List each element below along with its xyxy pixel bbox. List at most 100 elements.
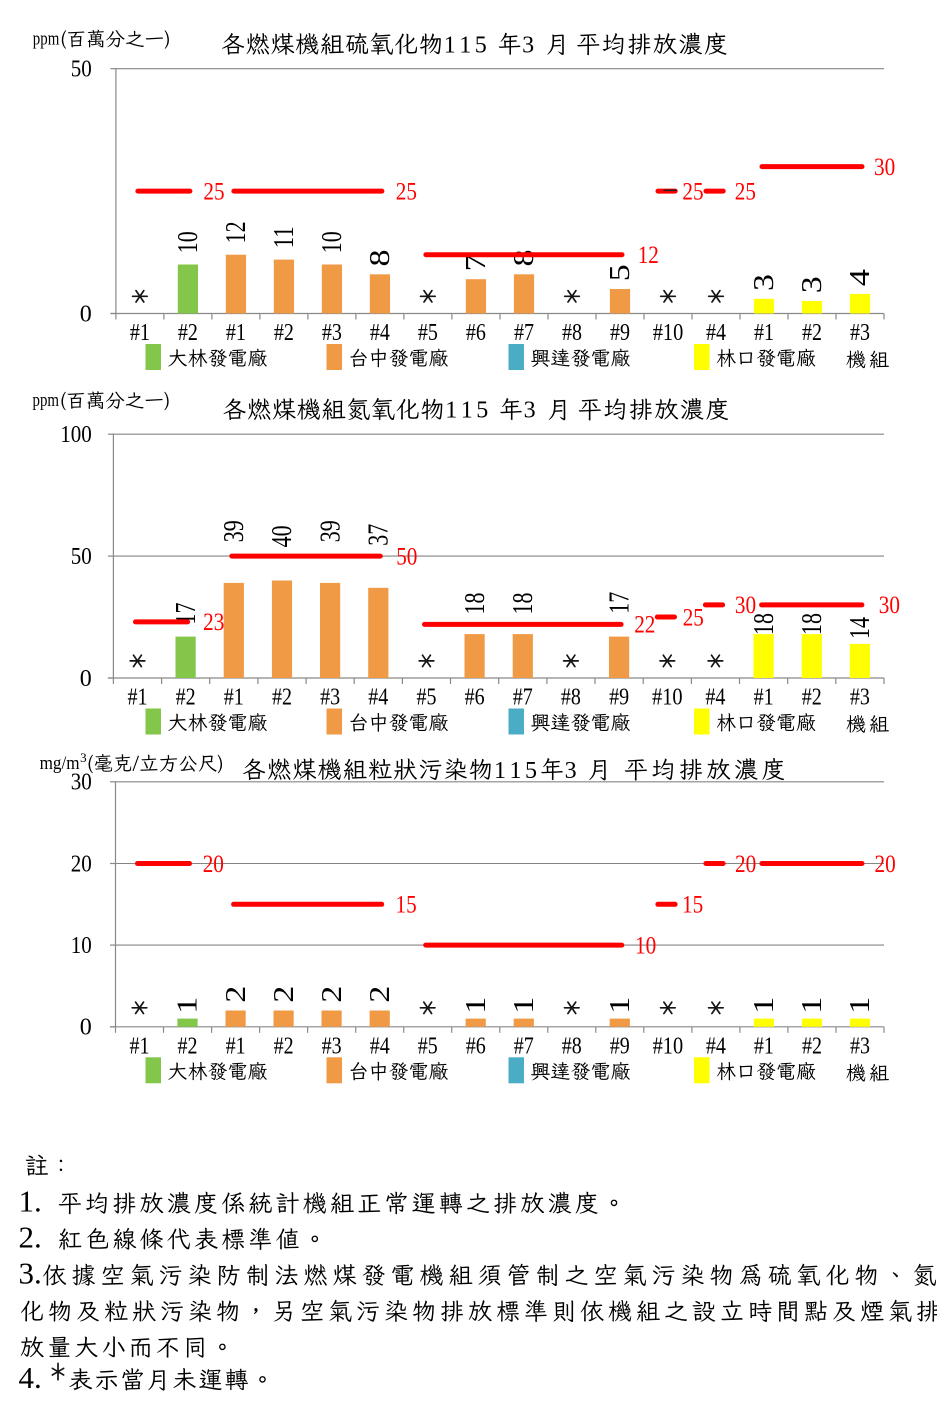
svg-text:1: 1	[444, 32, 456, 58]
svg-text:#2: #2	[272, 685, 292, 711]
svg-text:#8: #8	[561, 685, 581, 711]
svg-text:#1: #1	[754, 1033, 774, 1059]
svg-text:39: 39	[314, 520, 346, 542]
svg-text:#2: #2	[178, 320, 198, 346]
svg-text:50: 50	[71, 544, 92, 570]
svg-text:#6: #6	[466, 320, 486, 346]
svg-text:1: 1	[494, 758, 506, 784]
svg-text:37: 37	[363, 524, 395, 546]
svg-text:#1: #1	[226, 320, 246, 346]
svg-text:#9: #9	[610, 320, 630, 346]
svg-text:100: 100	[60, 422, 92, 448]
svg-text:25: 25	[735, 178, 756, 205]
svg-text:1: 1	[510, 758, 522, 784]
svg-text:#6: #6	[465, 685, 485, 711]
svg-text:18: 18	[796, 613, 828, 635]
svg-text:11: 11	[268, 226, 300, 248]
svg-text:3: 3	[80, 750, 87, 765]
svg-text:10: 10	[316, 231, 348, 253]
svg-text:1: 1	[459, 32, 471, 58]
svg-text:1: 1	[460, 997, 492, 1014]
svg-text:#4: #4	[368, 685, 388, 711]
svg-text:1: 1	[748, 997, 780, 1014]
svg-text:25: 25	[203, 178, 224, 205]
svg-text:20: 20	[71, 851, 92, 877]
svg-text:18: 18	[459, 593, 491, 615]
svg-text:#2: #2	[802, 1033, 822, 1059]
svg-text:3: 3	[748, 274, 780, 291]
svg-text:50: 50	[396, 543, 417, 570]
svg-text:12: 12	[638, 242, 659, 269]
svg-text:20: 20	[203, 851, 224, 878]
svg-text:23: 23	[203, 609, 224, 636]
svg-text:30: 30	[71, 770, 92, 796]
svg-text:1.: 1.	[19, 1184, 42, 1219]
svg-text:1: 1	[844, 997, 876, 1014]
svg-text:39: 39	[218, 520, 250, 542]
svg-text:1: 1	[461, 398, 473, 424]
svg-text:#7: #7	[514, 1033, 534, 1059]
svg-text:3: 3	[565, 758, 577, 784]
svg-text:2: 2	[364, 986, 396, 1003]
svg-text:#2: #2	[176, 685, 196, 711]
svg-text:#8: #8	[562, 320, 582, 346]
svg-text:#1: #1	[754, 685, 774, 711]
svg-text:#4: #4	[706, 1033, 726, 1059]
svg-text:12: 12	[220, 221, 252, 243]
svg-text:#1: #1	[128, 685, 148, 711]
svg-text:1: 1	[508, 997, 540, 1014]
svg-text:5: 5	[525, 758, 537, 784]
svg-text:ppm: ppm	[33, 390, 60, 411]
svg-text:#4: #4	[370, 1033, 390, 1059]
svg-text:#3: #3	[850, 320, 870, 346]
svg-text:#1: #1	[130, 1033, 150, 1059]
svg-text:#1: #1	[226, 1033, 246, 1059]
svg-text:#9: #9	[609, 685, 629, 711]
svg-text:25: 25	[396, 178, 417, 205]
svg-text:#3: #3	[850, 1033, 870, 1059]
svg-text:25: 25	[682, 178, 703, 205]
svg-text:2.: 2.	[19, 1220, 42, 1255]
svg-text:0: 0	[80, 1015, 92, 1041]
svg-text:mg/m: mg/m	[40, 753, 80, 774]
svg-text:#2: #2	[802, 685, 822, 711]
svg-text:22: 22	[634, 612, 655, 639]
svg-text:0: 0	[80, 301, 92, 327]
svg-text:3: 3	[522, 32, 534, 58]
svg-text:#10: #10	[652, 685, 683, 711]
svg-text:8: 8	[364, 250, 396, 267]
svg-text:14: 14	[844, 617, 876, 639]
svg-text:#1: #1	[754, 320, 774, 346]
svg-text:17: 17	[603, 592, 635, 614]
svg-text:#10: #10	[653, 1033, 684, 1059]
svg-text:#2: #2	[178, 1033, 198, 1059]
svg-text:0: 0	[80, 666, 92, 692]
svg-text:20: 20	[735, 851, 756, 878]
svg-text:18: 18	[507, 593, 539, 615]
svg-text:30: 30	[735, 592, 756, 619]
svg-text:30: 30	[874, 154, 895, 181]
svg-text:5: 5	[604, 264, 636, 281]
svg-text:5: 5	[475, 32, 487, 58]
svg-text:#3: #3	[322, 320, 342, 346]
svg-text:20: 20	[875, 851, 896, 878]
svg-text:8: 8	[508, 250, 540, 267]
svg-text:15: 15	[682, 892, 703, 919]
svg-text:#4: #4	[706, 320, 726, 346]
svg-text:4.: 4.	[19, 1360, 42, 1395]
svg-text:10: 10	[172, 231, 204, 253]
svg-text:5: 5	[476, 398, 488, 424]
svg-text:#10: #10	[653, 320, 684, 346]
svg-text:#3: #3	[322, 1033, 342, 1059]
svg-text:1: 1	[796, 997, 828, 1014]
svg-text:ppm: ppm	[33, 29, 60, 50]
svg-text:1: 1	[172, 997, 204, 1014]
svg-text:10: 10	[635, 932, 656, 959]
svg-text:30: 30	[879, 592, 900, 619]
svg-text:#2: #2	[802, 320, 822, 346]
svg-text:#1: #1	[130, 320, 150, 346]
svg-text:#9: #9	[610, 1033, 630, 1059]
svg-text:#5: #5	[418, 1033, 438, 1059]
svg-text:#7: #7	[513, 685, 533, 711]
svg-text:2: 2	[316, 986, 348, 1003]
